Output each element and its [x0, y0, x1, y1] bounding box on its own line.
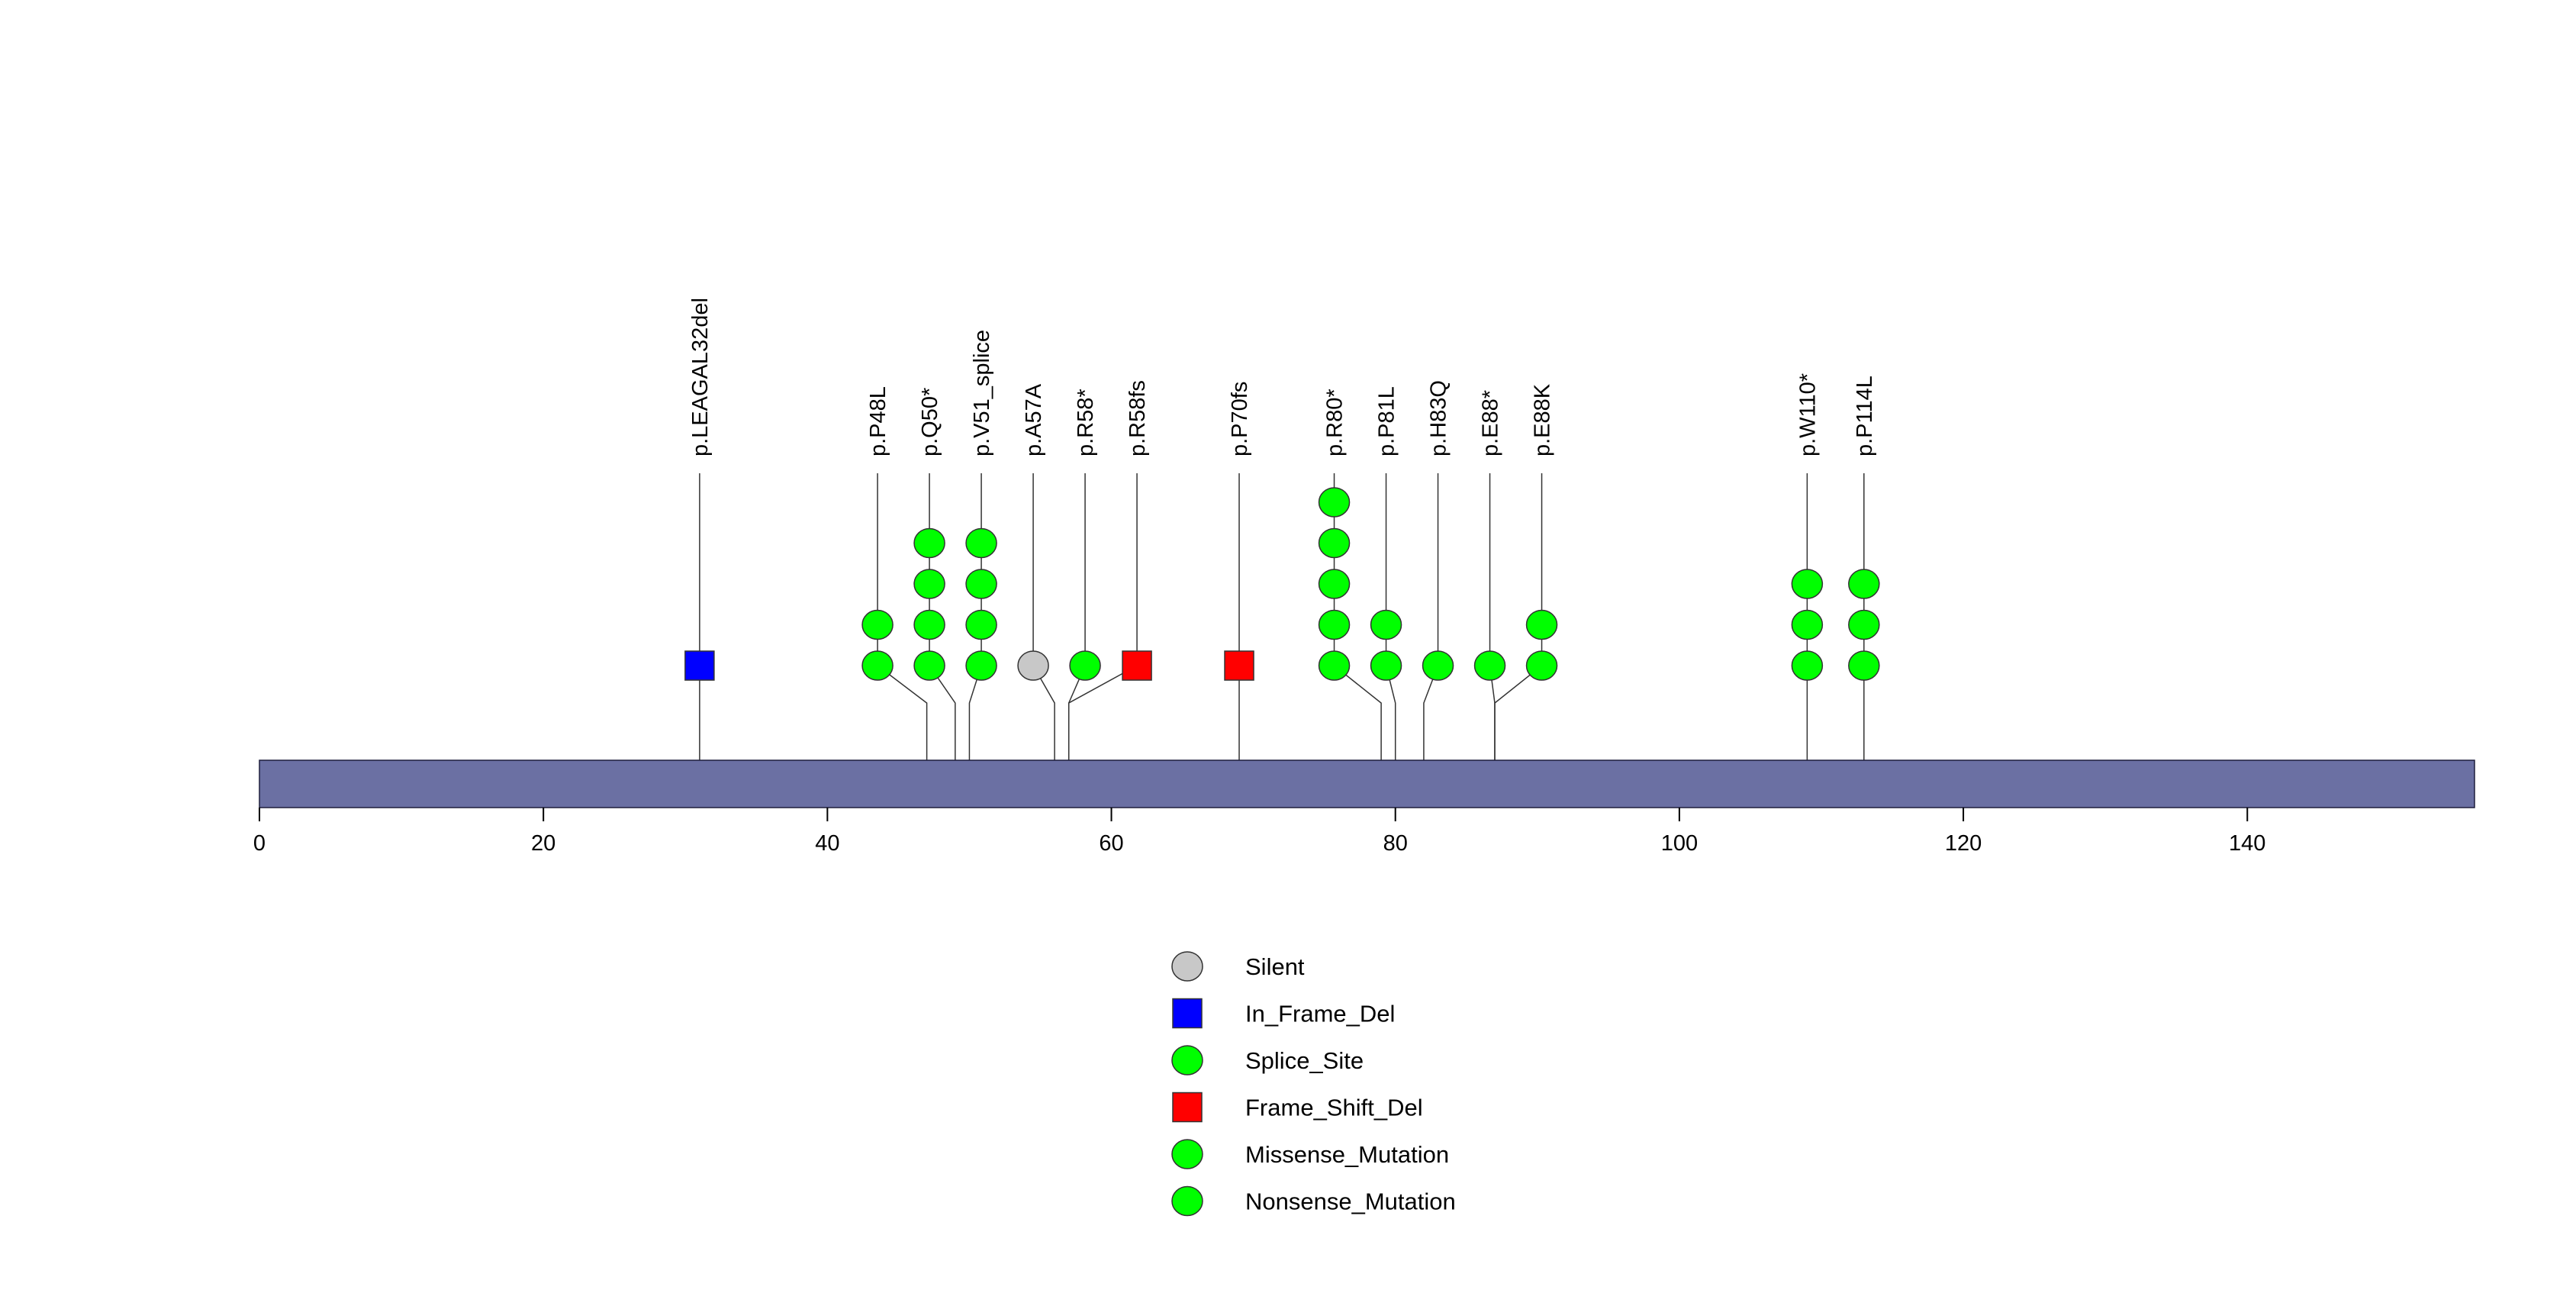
mutation-marker-circle — [1525, 650, 1558, 681]
x-tick-label: 140 — [2229, 831, 2265, 856]
mutation-marker-circle — [1318, 527, 1351, 559]
legend-label: Splice_Site — [1245, 1047, 1364, 1074]
mutation-marker-circle — [965, 650, 997, 681]
mutation-label: p.Q50* — [918, 388, 942, 456]
mutation-marker-circle — [1791, 609, 1824, 640]
protein-domain-bar — [259, 759, 2475, 808]
mutation-marker-circle — [965, 569, 997, 599]
mutation-marker-circle — [913, 609, 945, 640]
mutation-marker-circle — [1848, 650, 1880, 681]
legend-swatch — [1171, 1139, 1203, 1169]
mutation-marker-circle — [1848, 569, 1880, 599]
mutation-label: p.P48L — [866, 386, 890, 456]
mutation-marker-circle — [913, 569, 945, 599]
mutation-marker-circle — [1017, 650, 1049, 681]
mutation-marker-circle — [965, 527, 997, 559]
legend-swatch — [1172, 1092, 1203, 1123]
mutation-marker-circle — [861, 609, 894, 640]
mutation-marker-square — [1224, 650, 1254, 681]
mutation-label: p.V51_splice — [970, 330, 994, 456]
mutation-markers — [684, 487, 1880, 681]
mutation-marker-circle — [913, 527, 945, 559]
mutation-label: p.P114L — [1853, 376, 1877, 456]
mutation-label: p.P70fs — [1228, 382, 1252, 456]
mutation-marker-circle — [965, 609, 997, 640]
mutation-labels: p.LEAGAL32del p.P48L p.Q50* p.V51_splice p.A… — [688, 298, 1877, 456]
x-tick-label: 120 — [1945, 831, 1982, 856]
legend-label: Nonsense_Mutation — [1245, 1188, 1456, 1215]
mutation-marker-circle — [1791, 569, 1824, 599]
mutation-marker-circle — [1318, 569, 1351, 599]
x-tick-label: 0 — [253, 831, 266, 856]
mutation-marker-circle — [1370, 609, 1402, 640]
mutation-marker-circle — [1473, 650, 1506, 681]
legend-swatch — [1171, 1185, 1203, 1217]
x-tick-label: 100 — [1661, 831, 1698, 856]
mutation-marker-circle — [861, 650, 894, 681]
mutation-marker-circle — [1069, 650, 1101, 681]
mutation-label: p.LEAGAL32del — [688, 298, 713, 456]
mutation-label: p.R58* — [1074, 389, 1098, 456]
mutation-marker-circle — [1370, 650, 1402, 681]
x-tick-label: 80 — [1383, 831, 1408, 856]
x-axis: 0 20 40 60 80 100 120 140 — [253, 808, 2265, 856]
mutation-label: p.E88K — [1531, 383, 1555, 456]
legend-label: Missense_Mutation — [1245, 1141, 1449, 1168]
mutation-label: p.E88* — [1479, 390, 1503, 456]
mutation-label: p.H83Q — [1427, 380, 1451, 456]
mutation-marker-circle — [1318, 650, 1351, 681]
mutation-label: p.W110* — [1795, 373, 1820, 456]
connector-line — [877, 665, 928, 760]
x-tick-label: 40 — [815, 831, 839, 856]
mutation-marker-circle — [1525, 609, 1558, 640]
connector-line — [1494, 665, 1543, 760]
connector-line — [1067, 665, 1138, 760]
mutation-label: p.R80* — [1323, 389, 1348, 456]
legend-label: In_Frame_Del — [1245, 1001, 1395, 1027]
mutation-marker-circle — [1791, 650, 1824, 681]
mutation-marker-circle — [913, 650, 945, 681]
x-tick-label: 60 — [1099, 831, 1123, 856]
mutation-label: p.R58fs — [1125, 380, 1150, 456]
mutation-marker-circle — [1318, 487, 1351, 518]
mutation-marker-square — [684, 650, 715, 681]
mutation-marker-square — [1122, 650, 1152, 681]
legend-swatch — [1171, 951, 1203, 982]
legend-label: Frame_Shift_Del — [1245, 1095, 1423, 1121]
x-tick-label: 20 — [531, 831, 555, 856]
legend-label: Silent — [1245, 953, 1305, 980]
mutation-label: p.A57A — [1022, 383, 1046, 456]
mutation-marker-circle — [1422, 650, 1454, 681]
legend-swatch — [1172, 998, 1203, 1029]
legend-swatch — [1171, 1045, 1203, 1076]
legend: Silent In_Frame_Del Splice_Site Frame_Shift… — [1171, 951, 1456, 1217]
mutation-marker-circle — [1318, 609, 1351, 640]
mutation-marker-circle — [1848, 609, 1880, 640]
mutation-label: p.P81L — [1375, 386, 1399, 456]
connector-line — [1334, 665, 1382, 760]
